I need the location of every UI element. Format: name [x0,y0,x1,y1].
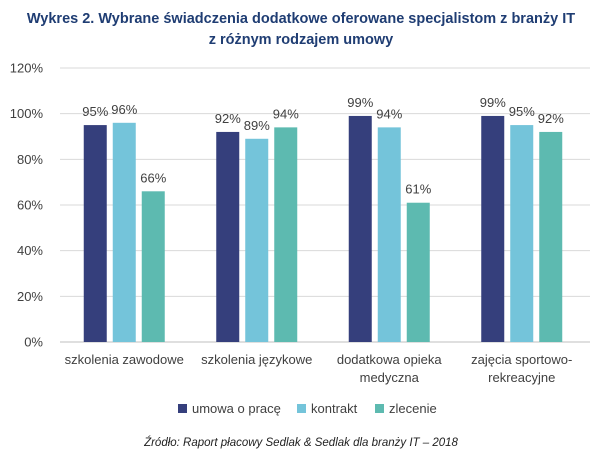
x-category-label: szkolenia językowe [201,352,312,367]
data-labels: 95% 96%66%92% 89%94%99%94%61%99%95% 92% [82,95,564,197]
legend-label: umowa o pracę [192,401,281,416]
source-note: Źródło: Raport płacowy Sedlak & Sedlak d… [143,436,458,449]
data-label: 92% [538,111,564,126]
data-label: 99% [480,95,506,110]
bar [510,125,534,342]
data-label: 95% [509,104,535,119]
chart-title: Wykres 2. Wybrane świadczenia dodatkowe … [27,11,575,48]
y-axis-ticks: 0% 20% 40% 60% 80% 100% 120% [10,61,44,350]
legend-swatch [375,404,384,413]
bars [83,115,563,342]
bar [216,131,240,342]
chart-title-line: Wykres 2. Wybrane świadczenia dodatkowe … [27,11,575,27]
y-tick-label: 60% [17,198,43,213]
bar [377,127,401,342]
legend-swatch [297,404,306,413]
legend-label: kontrakt [311,401,358,416]
bar [112,122,136,342]
data-label: 89% [244,118,270,133]
x-category-label: rekreacyjne [488,370,555,385]
y-tick-label: 120% [10,61,44,76]
data-label: 94% [376,106,402,121]
legend: umowa o pracę kontrakt zlecenie [178,401,437,416]
data-label: 95% [82,104,108,119]
data-label: 96% [111,102,137,117]
data-label: 99% [347,95,373,110]
bar [348,115,372,342]
data-label: 94% [273,106,299,121]
bar [481,115,505,342]
bar [245,138,269,342]
y-tick-label: 100% [10,106,44,121]
bar [83,125,107,342]
chart-title-line: z różnym rodzajem umowy [209,32,394,48]
data-label: 92% [215,111,241,126]
x-category-label: dodatkowa opieka [337,352,443,367]
x-category-label: szkolenia zawodowe [65,352,184,367]
y-tick-label: 80% [17,152,43,167]
x-category-label: zajęcia sportowo- [471,352,572,367]
bar [406,202,430,342]
x-category-label: medyczna [360,370,420,385]
y-tick-label: 0% [24,335,43,350]
bar [141,191,165,342]
data-label: 66% [140,170,166,185]
data-label: 61% [405,182,431,197]
y-tick-label: 20% [17,289,43,304]
y-tick-label: 40% [17,243,43,258]
bar [274,127,298,342]
legend-label: zlecenie [389,401,437,416]
legend-swatch [178,404,187,413]
x-axis-categories: szkolenia zawodowe szkolenia językowe doda… [65,352,573,385]
bar [539,131,563,342]
